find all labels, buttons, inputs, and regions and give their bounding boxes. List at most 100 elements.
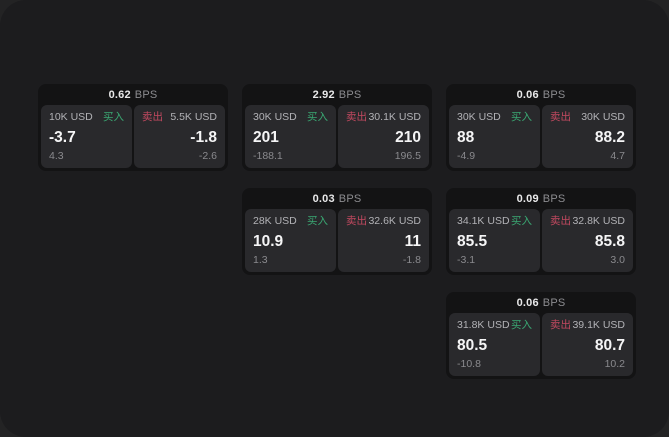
sell-quote-panel[interactable]: 卖出 39.1K USD 80.7 10.2 <box>542 313 633 376</box>
quote-card-body: 34.1K USD 买入 85.5 -3.1 卖出 32.8K USD 85.8… <box>446 209 636 275</box>
buy-price: 201 <box>253 128 279 146</box>
buy-quote-panel[interactable]: 10K USD 买入 -3.7 4.3 <box>41 105 132 168</box>
buy-delta: -188.1 <box>253 150 283 162</box>
buy-quote-panel[interactable]: 30K USD 买入 201 -188.1 <box>245 105 336 168</box>
buy-delta: 1.3 <box>253 254 268 266</box>
bps-header: 2.92 BPS <box>242 84 432 105</box>
quote-card: 0.06 BPS 30K USD 买入 88 -4.9 卖出 30K USD <box>446 84 636 171</box>
sell-amount: 32.6K USD <box>368 215 421 227</box>
quote-card-grid: 0.62 BPS 10K USD 买入 -3.7 4.3 卖出 5.5K USD <box>38 84 636 379</box>
sell-panel-top-row: 卖出 32.6K USD <box>346 215 421 228</box>
bps-value: 0.06 <box>516 296 539 309</box>
buy-amount: 34.1K USD <box>457 215 510 227</box>
bps-value: 2.92 <box>312 88 335 101</box>
sell-panel-top-row: 卖出 30K USD <box>550 111 625 124</box>
sell-price: 80.7 <box>594 336 625 354</box>
buy-panel-top-row: 34.1K USD 买入 <box>457 215 532 228</box>
buy-side-label: 买入 <box>511 215 532 227</box>
sell-delta: 4.7 <box>610 150 625 162</box>
buy-amount: 28K USD <box>253 215 297 227</box>
sell-quote-panel[interactable]: 卖出 32.6K USD 11 -1.8 <box>338 209 429 272</box>
sell-delta: -1.8 <box>402 254 421 266</box>
sell-quote-panel[interactable]: 卖出 30K USD 88.2 4.7 <box>542 105 633 168</box>
sell-amount: 30.1K USD <box>368 111 421 123</box>
bps-value: 0.06 <box>516 88 539 101</box>
quote-card: 2.92 BPS 30K USD 买入 201 -188.1 卖出 30.1K … <box>242 84 432 171</box>
buy-amount: 10K USD <box>49 111 93 123</box>
buy-delta: 4.3 <box>49 150 64 162</box>
buy-side-label: 买入 <box>103 111 124 123</box>
quote-card-body: 10K USD 买入 -3.7 4.3 卖出 5.5K USD -1.8 -2.… <box>38 105 228 171</box>
sell-panel-top-row: 卖出 32.8K USD <box>550 215 625 228</box>
quote-card-body: 30K USD 买入 201 -188.1 卖出 30.1K USD 210 1… <box>242 105 432 171</box>
buy-price: -3.7 <box>49 128 76 146</box>
sell-price: 85.8 <box>594 232 625 250</box>
buy-panel-top-row: 30K USD 买入 <box>457 111 532 124</box>
buy-amount: 30K USD <box>253 111 297 123</box>
sell-price: 11 <box>404 232 421 250</box>
sell-amount: 32.8K USD <box>572 215 625 227</box>
sell-panel-top-row: 卖出 30.1K USD <box>346 111 421 124</box>
buy-panel-top-row: 28K USD 买入 <box>253 215 328 228</box>
buy-price: 80.5 <box>457 336 488 354</box>
bps-unit-label: BPS <box>134 88 158 101</box>
sell-delta: 3.0 <box>610 254 625 266</box>
buy-price: 88 <box>457 128 475 146</box>
buy-quote-panel[interactable]: 34.1K USD 买入 85.5 -3.1 <box>449 209 540 272</box>
sell-side-label: 卖出 <box>550 111 571 123</box>
buy-side-label: 买入 <box>511 111 532 123</box>
bps-value: 0.62 <box>108 88 131 101</box>
buy-price: 10.9 <box>253 232 284 250</box>
bps-header: 0.09 BPS <box>446 188 636 209</box>
buy-price: 85.5 <box>457 232 488 250</box>
sell-amount: 30K USD <box>581 111 625 123</box>
buy-delta: -4.9 <box>457 150 476 162</box>
bps-header: 0.06 BPS <box>446 84 636 105</box>
sell-side-label: 卖出 <box>550 215 571 227</box>
quote-card-body: 28K USD 买入 10.9 1.3 卖出 32.6K USD 11 -1.8 <box>242 209 432 275</box>
quote-card: 0.09 BPS 34.1K USD 买入 85.5 -3.1 卖出 32.8K… <box>446 188 636 275</box>
buy-panel-top-row: 31.8K USD 买入 <box>457 319 532 332</box>
sell-quote-panel[interactable]: 卖出 5.5K USD -1.8 -2.6 <box>134 105 225 168</box>
sell-delta: 196.5 <box>394 150 421 162</box>
bps-unit-label: BPS <box>338 192 362 205</box>
quote-card-body: 31.8K USD 买入 80.5 -10.8 卖出 39.1K USD 80.… <box>446 313 636 379</box>
sell-delta: -2.6 <box>198 150 217 162</box>
buy-panel-top-row: 10K USD 买入 <box>49 111 124 124</box>
sell-quote-panel[interactable]: 卖出 32.8K USD 85.8 3.0 <box>542 209 633 272</box>
buy-side-label: 买入 <box>511 319 532 331</box>
buy-amount: 30K USD <box>457 111 501 123</box>
sell-side-label: 卖出 <box>346 215 367 227</box>
bps-unit-label: BPS <box>542 192 566 205</box>
bps-header: 0.06 BPS <box>446 292 636 313</box>
buy-panel-top-row: 30K USD 买入 <box>253 111 328 124</box>
bps-value: 0.09 <box>516 192 539 205</box>
sell-price: 210 <box>395 128 421 146</box>
buy-quote-panel[interactable]: 30K USD 买入 88 -4.9 <box>449 105 540 168</box>
buy-side-label: 买入 <box>307 111 328 123</box>
bps-unit-label: BPS <box>542 296 566 309</box>
buy-quote-panel[interactable]: 28K USD 买入 10.9 1.3 <box>245 209 336 272</box>
bps-value: 0.03 <box>312 192 335 205</box>
buy-delta: -3.1 <box>457 254 476 266</box>
bps-unit-label: BPS <box>338 88 362 101</box>
sell-side-label: 卖出 <box>142 111 163 123</box>
sell-price: 88.2 <box>594 128 625 146</box>
sell-delta: 10.2 <box>604 358 625 370</box>
quote-card: 0.03 BPS 28K USD 买入 10.9 1.3 卖出 32.6K US… <box>242 188 432 275</box>
buy-quote-panel[interactable]: 31.8K USD 买入 80.5 -10.8 <box>449 313 540 376</box>
buy-side-label: 买入 <box>307 215 328 227</box>
sell-panel-top-row: 卖出 5.5K USD <box>142 111 217 124</box>
buy-amount: 31.8K USD <box>457 319 510 331</box>
sell-amount: 39.1K USD <box>572 319 625 331</box>
sell-side-label: 卖出 <box>550 319 571 331</box>
quote-card: 0.62 BPS 10K USD 买入 -3.7 4.3 卖出 5.5K USD <box>38 84 228 171</box>
sell-amount: 5.5K USD <box>170 111 217 123</box>
bps-header: 0.03 BPS <box>242 188 432 209</box>
sell-price: -1.8 <box>190 128 217 146</box>
bps-unit-label: BPS <box>542 88 566 101</box>
sell-side-label: 卖出 <box>346 111 367 123</box>
bps-header: 0.62 BPS <box>38 84 228 105</box>
sell-quote-panel[interactable]: 卖出 30.1K USD 210 196.5 <box>338 105 429 168</box>
